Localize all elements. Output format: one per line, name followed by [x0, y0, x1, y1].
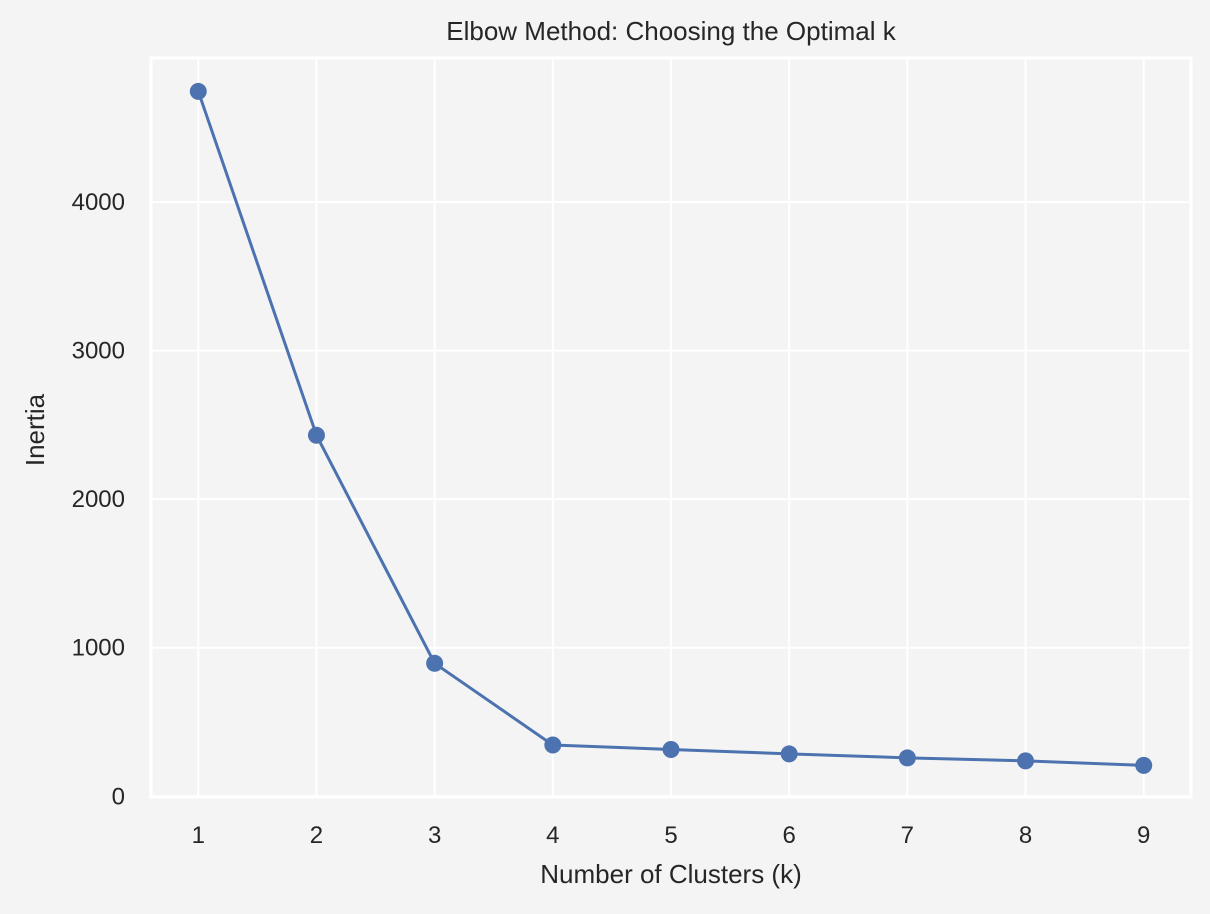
data-point-k4 [544, 736, 562, 754]
y-tick-label: 3000 [72, 338, 125, 365]
x-tick-label: 2 [310, 822, 323, 849]
series-layer [189, 82, 1153, 774]
ticks-layer: 1 2 3 4 5 6 7 8 9 0 1000 2000 3000 4000 [72, 189, 1151, 849]
y-axis-title: Inertia [20, 393, 50, 466]
plot-frame [149, 56, 1193, 799]
data-point-k5 [662, 740, 680, 758]
grid-layer [149, 56, 1193, 799]
x-tick-label: 4 [546, 822, 559, 849]
x-tick-label: 3 [428, 822, 441, 849]
x-tick-label: 6 [783, 822, 796, 849]
y-tick-label: 2000 [72, 486, 125, 513]
data-point-k6 [780, 745, 798, 763]
y-tick-label: 0 [112, 783, 125, 810]
x-tick-label: 8 [1019, 822, 1032, 849]
x-tick-label: 1 [192, 822, 205, 849]
y-tick-label: 1000 [72, 635, 125, 662]
y-tick-label: 4000 [72, 189, 125, 216]
x-tick-label: 7 [901, 822, 914, 849]
data-point-k1 [189, 82, 207, 100]
data-point-k3 [426, 654, 444, 672]
x-axis-title: Number of Clusters (k) [540, 859, 802, 889]
data-point-k9 [1135, 756, 1153, 774]
data-point-k7 [898, 749, 916, 767]
data-point-k8 [1017, 752, 1035, 770]
data-point-k2 [307, 426, 325, 444]
x-tick-label: 9 [1137, 822, 1150, 849]
x-tick-label: 5 [664, 822, 677, 849]
chart-title: Elbow Method: Choosing the Optimal k [446, 16, 896, 46]
